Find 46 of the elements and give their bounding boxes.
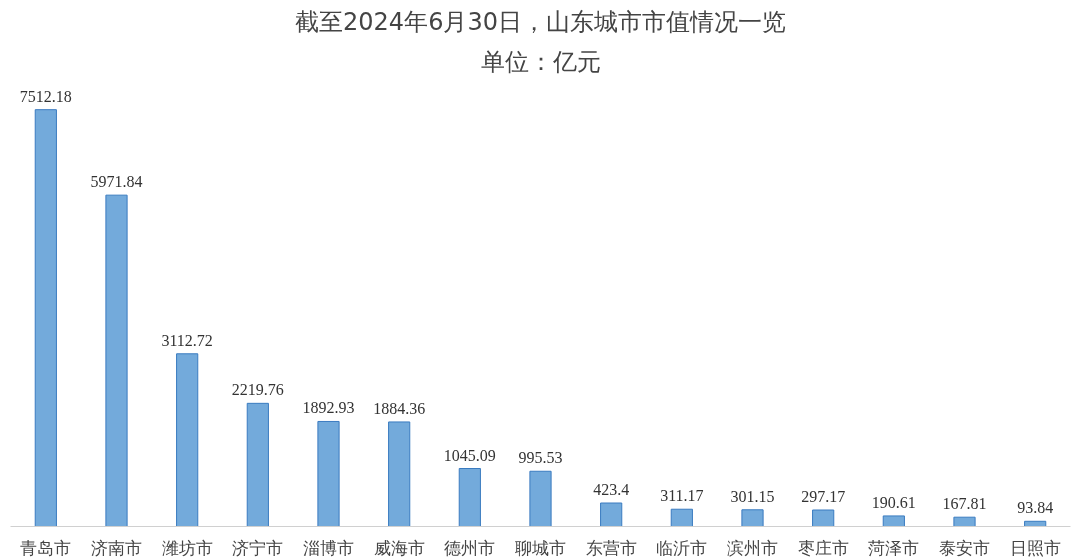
bar [246, 402, 269, 527]
x-tick-label: 泰安市 [939, 537, 990, 558]
chart-subtitle: 单位：亿元 [480, 47, 601, 76]
data-label: 311.17 [660, 487, 704, 505]
data-label: 1884.36 [373, 399, 426, 417]
data-label: 93.84 [1017, 499, 1054, 517]
x-tick-label: 日照市 [1009, 537, 1061, 558]
chart-title: 截至2024年6月30日，山东城市市值情况一览 [295, 7, 786, 36]
x-tick-label: 东营市 [585, 537, 637, 558]
x-tick-label: 潍坊市 [161, 537, 213, 558]
x-tick-label: 威海市 [373, 537, 425, 558]
data-label: 995.53 [518, 449, 563, 467]
bar [741, 509, 764, 527]
x-tick-label: 青岛市 [20, 537, 72, 558]
bar [600, 502, 623, 527]
data-label: 423.4 [593, 481, 630, 499]
bar [388, 421, 411, 527]
x-tick-label: 菏泽市 [868, 537, 920, 558]
data-label: 3112.72 [161, 331, 213, 349]
x-tick-label: 聊城市 [515, 537, 566, 558]
bar [882, 515, 905, 527]
x-tick-label: 济宁市 [232, 537, 284, 558]
x-tick-label: 滨州市 [727, 537, 778, 558]
data-label: 301.15 [730, 487, 775, 505]
bar [176, 353, 199, 527]
bar [458, 468, 481, 527]
data-label: 2219.76 [231, 381, 284, 399]
data-label: 1892.93 [302, 399, 355, 417]
bar [953, 516, 976, 527]
data-label: 167.81 [942, 495, 987, 513]
data-label: 7512.18 [19, 87, 72, 105]
data-label: 190.61 [871, 493, 916, 511]
x-tick-label: 淄博市 [303, 537, 354, 558]
x-tick-label: 临沂市 [656, 537, 708, 558]
data-label: 1045.09 [443, 446, 496, 464]
bar [105, 194, 128, 527]
bar [812, 509, 835, 527]
bar [529, 470, 552, 527]
bar [317, 420, 340, 527]
data-label: 5971.84 [90, 173, 143, 191]
data-label: 297.17 [801, 488, 846, 506]
x-tick-label: 枣庄市 [797, 537, 849, 558]
x-tick-label: 德州市 [444, 537, 496, 558]
bar [34, 109, 57, 527]
bar [670, 508, 693, 527]
x-tick-label: 济南市 [91, 537, 142, 558]
